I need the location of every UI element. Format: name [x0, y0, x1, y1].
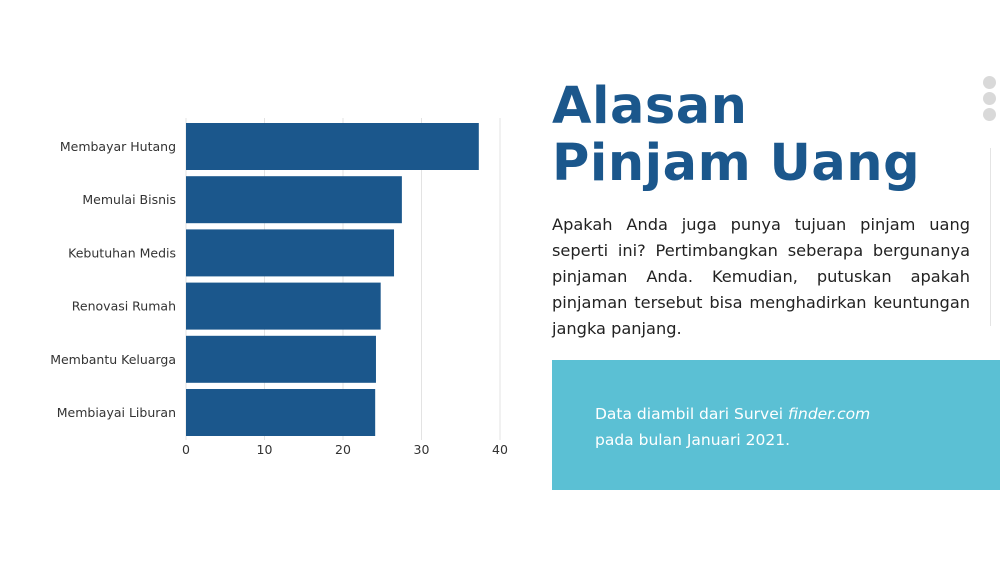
source-suffix: pada bulan Januari 2021.: [595, 431, 791, 449]
slide-description: Apakah Anda juga punya tujuan pinjam uan…: [552, 215, 970, 338]
x-tick-label: 20: [335, 442, 351, 457]
chart-gridlines: [185, 118, 501, 440]
bar-membayar-hutang: [186, 123, 479, 170]
slide-nav-dots[interactable]: [983, 76, 996, 124]
bar-chart: Membayar Hutang Memulai Bisnis Kebutuhan M…: [50, 118, 508, 457]
x-tick-label: 10: [257, 442, 273, 457]
title-line-2: Pinjam Uang: [552, 134, 921, 193]
x-tick-label: 40: [492, 442, 508, 457]
category-label: Membantu Keluarga: [50, 352, 176, 367]
source-text: Data diambil dari Survei finder.com pada …: [595, 401, 955, 453]
source-box: Data diambil dari Survei finder.com pada …: [552, 360, 1000, 490]
category-label: Kebutuhan Medis: [68, 245, 176, 260]
bar-kebutuhan-medis: [186, 229, 395, 277]
bar-membiayai-liburan: [186, 389, 376, 436]
source-prefix: Data diambil dari Survei: [595, 405, 784, 423]
nav-dot-2[interactable]: [983, 92, 996, 105]
nav-dot-3[interactable]: [983, 108, 996, 121]
x-tick-label: 0: [182, 442, 190, 457]
x-tick-label: 30: [414, 442, 430, 457]
chart-bars: [186, 123, 479, 436]
bar-membantu-keluarga: [186, 335, 376, 383]
edge-divider: [990, 148, 991, 326]
source-name: finder.com: [788, 405, 871, 423]
category-label: Renovasi Rumah: [72, 299, 176, 314]
x-axis-tick-labels: 0 10 20 30 40: [182, 442, 508, 457]
category-label: Membiayai Liburan: [57, 405, 176, 420]
bar-memulai-bisnis: [186, 176, 402, 224]
slide-title: Alasan Pinjam Uang: [552, 78, 920, 192]
category-labels: Membayar Hutang Memulai Bisnis Kebutuhan M…: [50, 139, 176, 420]
bar-renovasi-rumah: [186, 282, 381, 330]
nav-dot-1[interactable]: [983, 76, 996, 89]
category-label: Memulai Bisnis: [82, 192, 176, 207]
category-label: Membayar Hutang: [60, 139, 176, 154]
title-line-1: Alasan: [552, 77, 748, 136]
